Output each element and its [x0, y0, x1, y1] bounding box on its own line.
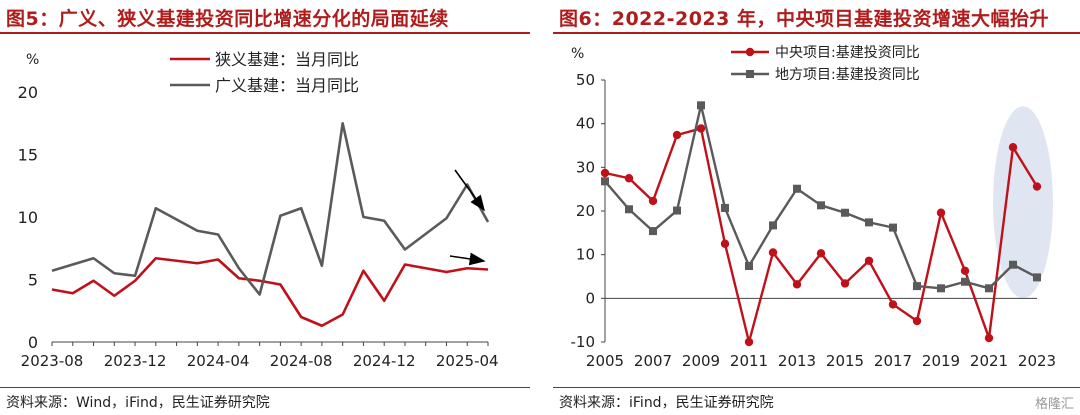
data-point-central [864, 256, 874, 265]
data-point-local [1009, 260, 1017, 269]
highlight-ellipse [993, 106, 1053, 299]
data-point-local [793, 184, 801, 193]
source-divider [0, 387, 530, 388]
title-divider [0, 32, 530, 34]
source-divider [553, 387, 1080, 388]
data-point-central [768, 248, 778, 257]
data-point-central [648, 196, 658, 206]
data-point-central [1032, 182, 1042, 191]
data-point-local [745, 262, 753, 271]
line-chart-infrastructure-monthly: % 0 5 10 15 20 2023-08 2023-12 2024-04 2024-08 202… [18, 50, 499, 370]
data-point-local [817, 201, 825, 210]
x-tick-label: 2023 [1018, 352, 1056, 370]
trend-arrow-flat [449, 252, 486, 266]
data-point-central [672, 130, 682, 140]
data-point-central [840, 279, 850, 288]
chart-panel-right: 图6：2022-2023 年，中央项目基建投资增速大幅抬升 % -10 0 10 20 3… [553, 0, 1080, 415]
chart-title: 图5：广义、狭义基建投资同比增速分化的局面延续 [6, 8, 449, 30]
y-tick-label: 20 [576, 202, 595, 220]
data-point-local [937, 284, 945, 293]
y-tick-label: 15 [18, 146, 38, 165]
source-note: 资料来源：iFind，民生证券研究院 [559, 395, 774, 411]
y-tick-label: 20 [18, 83, 38, 102]
legend-marker [745, 47, 755, 57]
data-point-local [1033, 273, 1041, 282]
x-tick-label: 2019 [922, 352, 960, 370]
x-tick-label: 2025-04 [436, 352, 499, 370]
x-tick-label: 2021 [970, 352, 1008, 370]
data-point-local [601, 177, 609, 186]
y-tick-label: 10 [18, 208, 38, 227]
y-axis-unit: % [26, 52, 39, 68]
x-tick-label: 2017 [874, 352, 912, 370]
watermark-logo: 格隆汇 [1034, 397, 1074, 412]
trend-arrow-down [454, 169, 485, 212]
series-line-narrow-infra [51, 256, 489, 328]
data-point-local [841, 208, 849, 217]
data-point-local [865, 218, 873, 227]
x-tick-label: 2013 [778, 352, 816, 370]
data-point-local [961, 277, 969, 286]
x-tick-label: 2005 [586, 352, 624, 370]
data-point-central [600, 168, 610, 178]
data-point-central [1008, 143, 1018, 152]
y-tick-label: 50 [576, 71, 595, 89]
line-chart-central-vs-local: % -10 0 10 20 30 40 50 2005 2007 2009 2011 2013 2015 2… [571, 44, 1057, 370]
series-line-local [604, 104, 1038, 290]
data-point-central [720, 239, 730, 248]
legend-label: 狭义基建：当月同比 [215, 50, 359, 69]
title-divider [553, 32, 1080, 34]
data-point-central [816, 249, 826, 258]
chart-title: 图6：2022-2023 年，中央项目基建投资增速大幅抬升 [559, 8, 1049, 30]
x-tick-label: 2009 [682, 352, 720, 370]
x-tick-label: 2024-08 [270, 352, 333, 370]
data-point-local [673, 206, 681, 215]
y-tick-label: 30 [576, 158, 595, 176]
legend-label: 地方项目:基建投资同比 [775, 66, 920, 83]
data-point-central [624, 174, 634, 183]
data-point-central [936, 208, 946, 217]
series-line-central [604, 127, 1039, 344]
x-tick-label: 2007 [634, 352, 672, 370]
legend-label: 广义基建：当月同比 [215, 76, 359, 95]
x-tick-label: 2023-08 [21, 352, 84, 370]
data-point-central [888, 300, 898, 309]
data-point-central [912, 316, 922, 326]
data-point-local [721, 203, 729, 212]
data-point-local [913, 282, 921, 291]
data-point-local [769, 221, 777, 230]
x-tick-label: 2024-04 [187, 352, 250, 370]
y-tick-label: 0 [28, 333, 38, 352]
x-tick-label: 2011 [730, 352, 768, 370]
y-tick-label: -10 [571, 333, 596, 351]
data-point-central [744, 337, 754, 347]
x-tick-label: 2023-12 [104, 352, 167, 370]
x-tick-label: 2024-12 [353, 352, 416, 370]
data-point-local [697, 101, 705, 110]
data-point-local [649, 227, 657, 236]
data-point-central [696, 124, 706, 133]
chart-panel-left: 图5：广义、狭义基建投资同比增速分化的局面延续 % 0 5 10 15 20 2023-08… [0, 0, 530, 415]
legend-marker [746, 70, 754, 78]
legend-label: 中央项目:基建投资同比 [775, 44, 920, 61]
y-tick-label: 40 [576, 115, 595, 133]
series-line-broad-infra [51, 121, 490, 296]
data-point-central [960, 266, 970, 276]
data-point-local [625, 205, 633, 214]
y-tick-label: 10 [576, 246, 595, 264]
x-tick-label: 2015 [826, 352, 864, 370]
data-point-local [985, 284, 993, 293]
y-axis-unit: % [571, 46, 584, 62]
source-note: 资料来源：Wind，iFind，民生证券研究院 [6, 395, 270, 411]
data-point-local [889, 223, 897, 232]
y-tick-label: 0 [585, 289, 595, 307]
y-tick-label: 5 [28, 271, 38, 290]
data-point-central [792, 280, 802, 289]
data-point-central [984, 333, 994, 343]
